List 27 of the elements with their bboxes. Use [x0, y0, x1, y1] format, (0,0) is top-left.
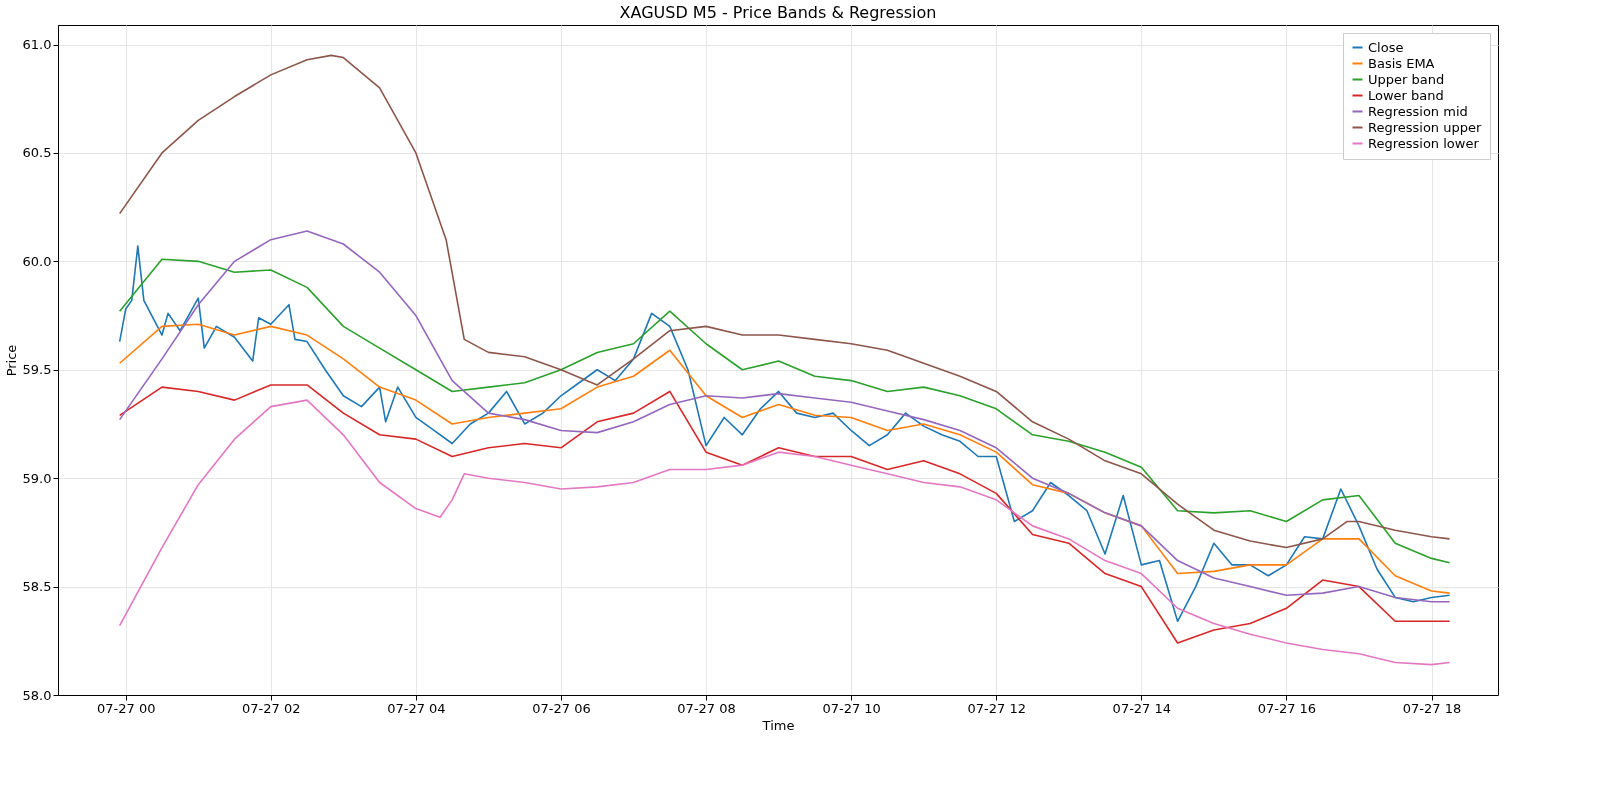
x-axis-title: Time [761, 717, 795, 733]
legend-label: Regression mid [1368, 103, 1468, 119]
chart-title: XAGUSD M5 - Price Bands & Regression [619, 3, 937, 22]
x-tick-label: 07-27 12 [967, 700, 1026, 716]
x-tick-label: 07-27 00 [96, 700, 156, 716]
x-tick-label: 07-27 06 [532, 700, 591, 716]
legend-label: Close [1368, 39, 1404, 55]
x-tick-label: 07-27 18 [1402, 700, 1462, 716]
x-tick-label: 07-27 04 [387, 700, 446, 716]
x-tick-label: 07-27 02 [242, 700, 301, 716]
y-tick-label: 59.0 [22, 470, 52, 486]
legend-label: Upper band [1368, 71, 1445, 87]
y-tick-label: 58.0 [22, 687, 52, 703]
y-axis-title: Price [3, 344, 19, 377]
x-tick-label: 07-27 14 [1112, 700, 1172, 716]
y-tick-label: 58.5 [22, 579, 52, 595]
legend-label: Basis EMA [1368, 55, 1435, 71]
legend-label: Regression lower [1368, 135, 1480, 151]
x-tick-label: 07-27 10 [822, 700, 881, 716]
y-tick-label: 60.0 [22, 253, 52, 269]
y-tick-label: 61.0 [22, 37, 52, 53]
legend-label: Lower band [1368, 87, 1444, 103]
y-tick-label: 59.5 [22, 362, 52, 378]
y-tick-label: 60.5 [22, 145, 52, 161]
x-tick-label: 07-27 08 [677, 700, 736, 716]
x-tick-label: 07-27 16 [1257, 700, 1317, 716]
legend-label: Regression upper [1368, 119, 1482, 135]
